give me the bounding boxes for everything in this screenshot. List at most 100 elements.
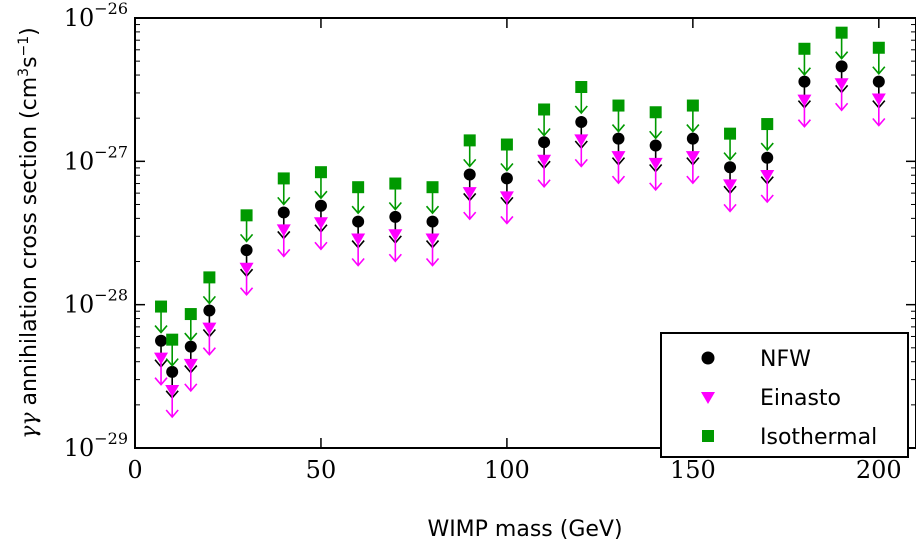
y-tick-label-exponent: −26: [94, 0, 128, 18]
y-axis-label: γγ annihilation cross section (cm3s−1): [16, 27, 42, 439]
data-point-nfw: [686, 132, 699, 145]
upper-limit-arrowhead-isothermal: [760, 142, 774, 152]
data-point-nfw: [798, 75, 811, 88]
upper-limit-arrowhead-isothermal: [314, 190, 328, 200]
data-point-isothermal: [686, 99, 699, 112]
data-point-isothermal: [538, 103, 551, 116]
x-tick-labels: 0 50 100 150 200: [127, 456, 901, 484]
data-point-isothermal: [872, 41, 885, 54]
data-point-nfw: [500, 172, 513, 185]
x-tick-label: 100: [484, 456, 530, 484]
y-tick-label: 10−26: [64, 0, 128, 32]
data-point-nfw: [872, 75, 885, 88]
data-point-isothermal: [500, 138, 513, 151]
data-point-nfw: [389, 210, 402, 223]
data-point-nfw: [352, 215, 365, 228]
data-point-einasto: [202, 322, 217, 335]
y-tick-label-exponent: −29: [94, 429, 128, 448]
legend-label-isothermal: Isothermal: [760, 425, 877, 450]
data-point-einasto: [685, 151, 700, 164]
y-axis-label-sup1: 3: [16, 68, 32, 77]
upper-limit-arrowhead-einasto: [611, 175, 626, 185]
data-marks: [154, 26, 886, 419]
data-point-einasto: [388, 229, 403, 242]
y-axis-label-prefix: γγ: [17, 412, 42, 439]
data-point-isothermal: [761, 118, 774, 131]
upper-limit-arrowhead-isothermal: [351, 205, 365, 215]
data-point-einasto: [351, 233, 366, 246]
data-point-isothermal: [463, 134, 476, 147]
legend-marker-isothermal: [702, 430, 714, 442]
legend-label-nfw: NFW: [760, 347, 811, 372]
data-point-isothermal: [166, 333, 179, 346]
upper-limit-arrowhead-isothermal: [202, 295, 216, 305]
data-point-einasto: [239, 262, 254, 275]
upper-limit-arrowhead-einasto: [500, 215, 514, 225]
series-isothermal: [154, 26, 886, 367]
data-point-einasto: [537, 154, 552, 167]
data-point-einasto: [425, 233, 440, 246]
data-point-einasto: [611, 151, 626, 164]
data-point-einasto: [834, 78, 849, 91]
y-tick-label: 10−27: [64, 142, 128, 175]
data-point-einasto: [648, 157, 663, 170]
upper-limit-arrowhead-einasto: [388, 253, 402, 263]
plot-frame: [134, 17, 916, 449]
data-point-isothermal: [835, 26, 848, 39]
legend-marker-nfw: [701, 351, 715, 365]
data-point-einasto: [313, 217, 328, 230]
data-point-isothermal: [389, 177, 402, 190]
y-tick-label: 10−28: [64, 286, 128, 319]
data-point-isothermal: [203, 271, 216, 284]
y-axis-label-sup2: −1: [16, 36, 32, 57]
data-point-isothermal: [426, 181, 439, 194]
data-point-nfw: [463, 168, 476, 181]
upper-limit-arrowhead-einasto: [723, 203, 737, 213]
upper-limit-arrowhead-isothermal: [500, 163, 514, 172]
data-point-nfw: [649, 139, 662, 152]
upper-limit-arrowhead-einasto: [165, 409, 179, 419]
upper-limit-arrowhead-einasto: [202, 347, 216, 356]
y-tick-label-base: 10: [64, 4, 95, 32]
y-tick-labels: 10 −29 10−28 10−27 10−26: [64, 0, 128, 462]
data-point-nfw: [538, 136, 551, 149]
data-point-isothermal: [575, 81, 588, 94]
upper-limit-arrowhead-isothermal: [872, 66, 886, 75]
data-point-einasto: [760, 170, 775, 183]
data-point-einasto: [797, 94, 812, 107]
data-point-nfw: [724, 161, 737, 174]
upper-limit-arrowhead-einasto: [686, 175, 700, 185]
data-point-nfw: [314, 199, 327, 212]
upper-limit-arrowhead-isothermal: [686, 124, 700, 133]
series-einasto: [154, 78, 886, 419]
upper-limit-arrowhead-einasto: [154, 377, 168, 386]
data-point-nfw: [203, 304, 216, 317]
upper-limit-arrowhead-isothermal: [574, 105, 588, 115]
data-point-isothermal: [277, 172, 290, 185]
data-point-einasto: [154, 352, 169, 365]
upper-limit-arrowhead-einasto: [184, 383, 198, 393]
upper-limit-arrowhead-einasto: [835, 102, 849, 112]
upper-limit-arrowhead-isothermal: [611, 124, 626, 133]
x-tick-label: 0: [127, 456, 142, 484]
data-point-nfw: [184, 340, 197, 353]
data-point-isothermal: [240, 209, 253, 222]
data-point-einasto: [462, 187, 477, 200]
data-point-isothermal: [798, 42, 811, 55]
data-point-isothermal: [314, 166, 327, 179]
legend-label-einasto: Einasto: [760, 386, 841, 411]
upper-limit-arrowhead-isothermal: [165, 358, 179, 367]
upper-limit-arrowhead-isothermal: [835, 51, 849, 60]
upper-limit-arrowhead-einasto: [537, 179, 551, 188]
upper-limit-arrowhead-isothermal: [388, 202, 402, 211]
data-point-nfw: [240, 244, 253, 257]
data-point-einasto: [183, 358, 198, 371]
upper-limit-arrowhead-isothermal: [463, 158, 477, 168]
data-point-einasto: [276, 224, 291, 237]
upper-limit-arrowhead-einasto: [760, 194, 774, 204]
data-point-isothermal: [612, 99, 625, 112]
upper-limit-arrowhead-einasto: [239, 287, 254, 297]
upper-limit-arrowhead-isothermal: [723, 152, 737, 161]
data-point-einasto: [574, 134, 589, 147]
data-point-nfw: [612, 132, 625, 145]
